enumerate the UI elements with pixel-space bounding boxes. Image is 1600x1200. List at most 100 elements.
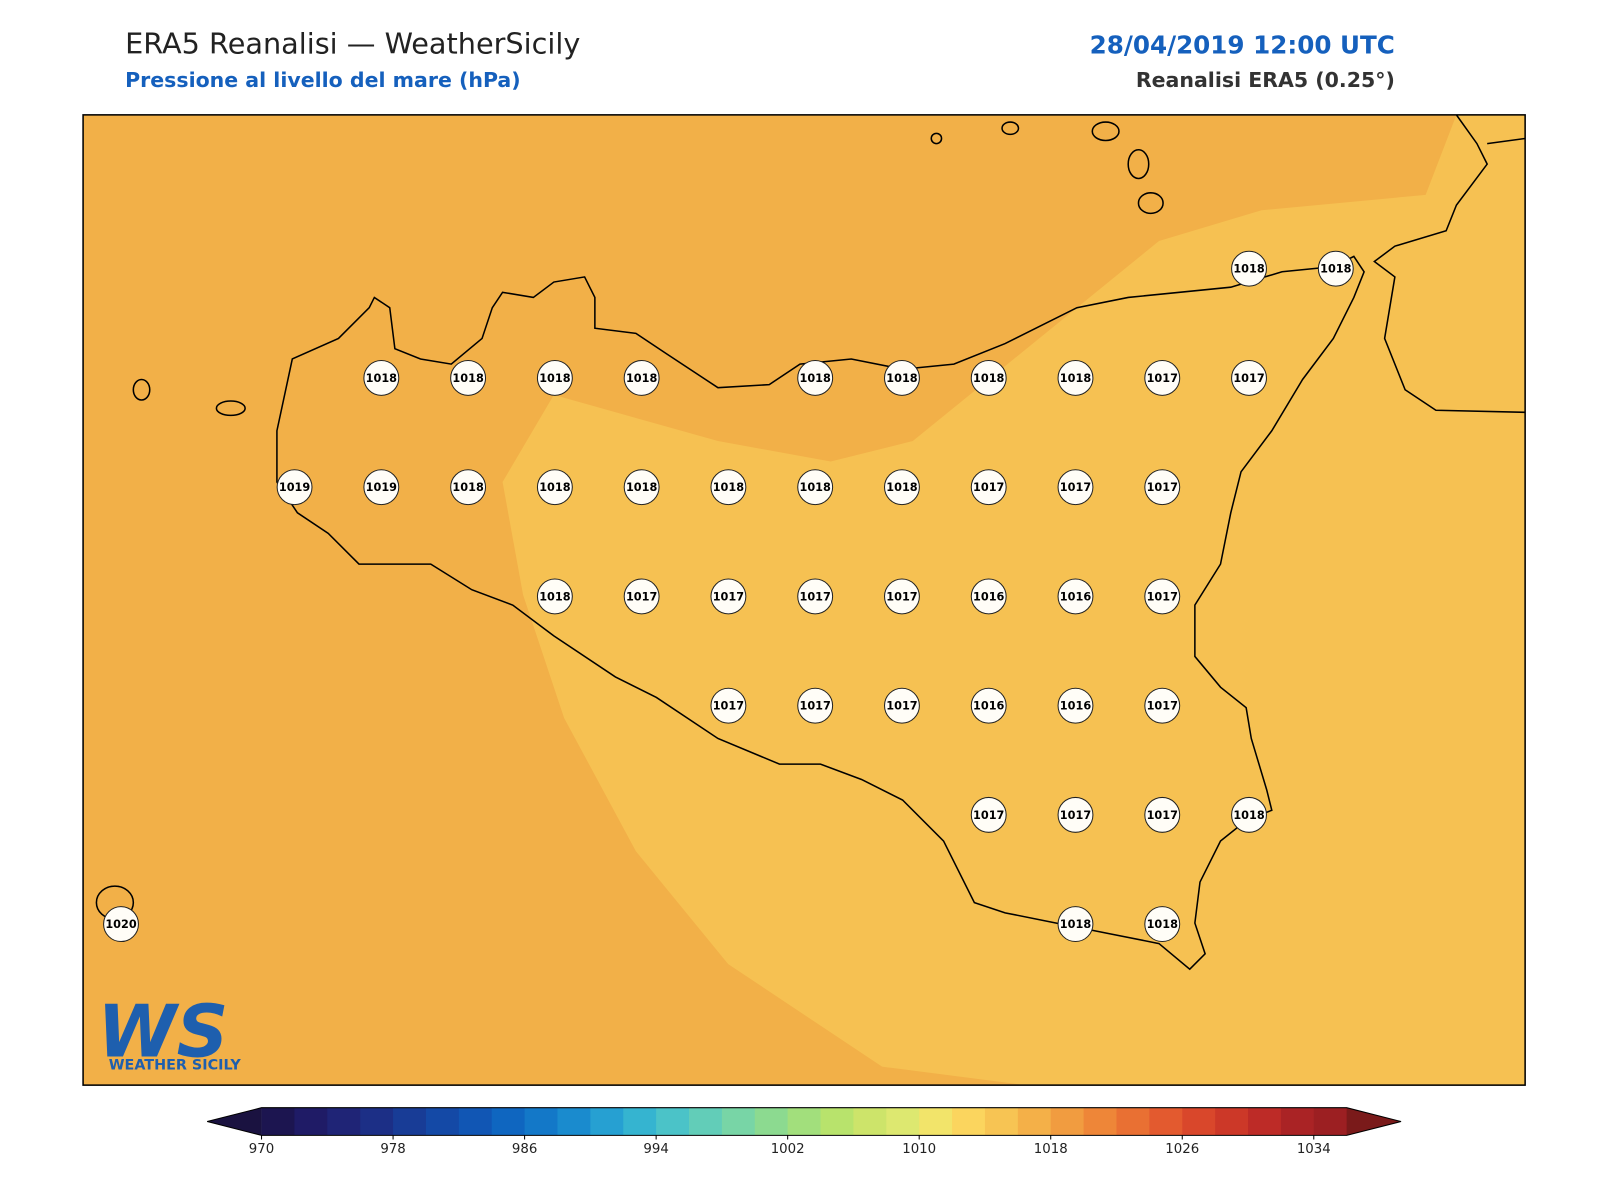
colorbar-segment — [1083, 1107, 1118, 1136]
station-marker — [1231, 250, 1267, 287]
station-marker — [363, 359, 400, 396]
station-marker — [536, 578, 573, 615]
station-value: 1017 — [1233, 372, 1264, 385]
station-value: 1018 — [886, 481, 918, 494]
station-value: 1018 — [626, 481, 658, 494]
colorbar-segment — [261, 1107, 295, 1136]
colorbar-segment — [1182, 1107, 1216, 1136]
station-value: 1018 — [1060, 372, 1092, 385]
map-frame — [82, 114, 1526, 1086]
colorbar-segment — [656, 1107, 690, 1136]
logo: WS WEATHER SICILY — [97, 989, 241, 1073]
coastline — [95, 114, 1526, 971]
station-marker — [1057, 578, 1094, 615]
station-value: 1016 — [1060, 590, 1092, 603]
colorbar-segment — [327, 1107, 361, 1136]
logo-name: WEATHER SICILY — [109, 1058, 242, 1074]
station-value: 1017 — [1147, 372, 1178, 385]
station-marker — [1057, 906, 1094, 943]
station-marker — [797, 578, 834, 615]
colorbar-under — [207, 1107, 262, 1136]
station-marker — [103, 906, 139, 943]
station-marker — [1144, 796, 1181, 833]
colorbar-segment — [294, 1107, 328, 1136]
colorbar-segment — [689, 1107, 723, 1136]
station-value: 1017 — [973, 809, 1004, 822]
station-value: 1018 — [452, 481, 484, 494]
colorbar-segment — [919, 1107, 953, 1136]
station-value: 1018 — [539, 372, 571, 385]
colorbar-segment — [952, 1107, 986, 1136]
station-value: 1018 — [626, 372, 658, 385]
station-marker — [536, 469, 573, 506]
station-marker — [797, 359, 834, 396]
colorbar-segment — [1313, 1107, 1348, 1136]
station-value: 1017 — [713, 590, 744, 603]
station-marker — [536, 359, 573, 396]
colorbar-tick-label: 1002 — [771, 1142, 805, 1157]
station-marker — [797, 469, 834, 506]
station-marker — [363, 469, 400, 506]
colorbar-segment — [1248, 1107, 1282, 1136]
station-value: 1018 — [452, 372, 484, 385]
colorbar-segment — [491, 1107, 526, 1136]
colorbar-segment — [853, 1107, 887, 1136]
station-marker — [1317, 250, 1354, 287]
colorbar-tick-label: 994 — [643, 1142, 668, 1157]
subtitle: Pressione al livello del mare (hPa) — [125, 68, 521, 92]
colorbar-segment — [458, 1107, 493, 1136]
colorbar-segment — [984, 1107, 1019, 1136]
station-value: 1016 — [1060, 700, 1092, 713]
colorbar-segment — [1017, 1107, 1052, 1136]
colorbar-outline — [207, 1107, 1402, 1136]
station-value: 1017 — [1060, 481, 1091, 494]
station-value: 1017 — [626, 590, 657, 603]
station-marker — [1057, 469, 1094, 506]
station-value: 1017 — [1147, 809, 1178, 822]
colorbar-segment — [754, 1107, 789, 1136]
station-value: 1017 — [1147, 481, 1178, 494]
station-value: 1018 — [539, 590, 571, 603]
station-value: 1020 — [105, 918, 137, 931]
station-value: 1019 — [279, 481, 311, 494]
station-value: 1017 — [1147, 700, 1178, 713]
map: 1018 1018 1018 1018 1018 1018 1018 1018 1018 1018… — [82, 114, 1526, 1086]
station-value: 1018 — [973, 372, 1005, 385]
station-marker — [710, 578, 747, 615]
colorbar-segment — [787, 1107, 822, 1136]
colorbar-segment — [425, 1107, 460, 1136]
station-value: 1018 — [799, 481, 831, 494]
colorbar-segment — [1215, 1107, 1249, 1136]
colorbar-over — [1346, 1107, 1402, 1136]
station-value: 1018 — [1320, 263, 1352, 276]
colorbar-segment — [1116, 1107, 1150, 1136]
date: 28/04/2019 12:00 UTC — [1090, 30, 1395, 59]
station-marker — [623, 469, 660, 506]
station-marker — [710, 687, 747, 724]
station-marker — [1231, 359, 1267, 396]
station-marker — [884, 687, 920, 724]
station-marker — [450, 359, 487, 396]
station-value: 1018 — [799, 372, 831, 385]
station-marker — [884, 359, 920, 396]
stations: 1018 1018 1018 1018 1018 1018 1018 1018 1018 1018… — [103, 250, 1354, 943]
station-marker — [970, 796, 1007, 833]
station-value: 1016 — [973, 590, 1005, 603]
colorbar-tick-label: 1010 — [902, 1142, 936, 1157]
station-value: 1017 — [886, 700, 917, 713]
station-marker — [970, 469, 1007, 506]
colorbar-segment — [1149, 1107, 1183, 1136]
colorbar-tick-label: 1026 — [1165, 1142, 1199, 1157]
station-marker — [623, 578, 660, 615]
station-value: 1018 — [1060, 918, 1092, 931]
station-marker — [1144, 687, 1181, 724]
station-marker — [1144, 469, 1181, 506]
source: Reanalisi ERA5 (0.25°) — [1136, 68, 1395, 92]
colorbar-tick-label: 1018 — [1034, 1142, 1068, 1157]
station-value: 1017 — [799, 590, 830, 603]
station-marker — [1231, 796, 1267, 833]
colorbar-tick-label: 1034 — [1297, 1142, 1331, 1157]
station-marker — [797, 687, 834, 724]
colorbar-segment — [623, 1107, 657, 1136]
